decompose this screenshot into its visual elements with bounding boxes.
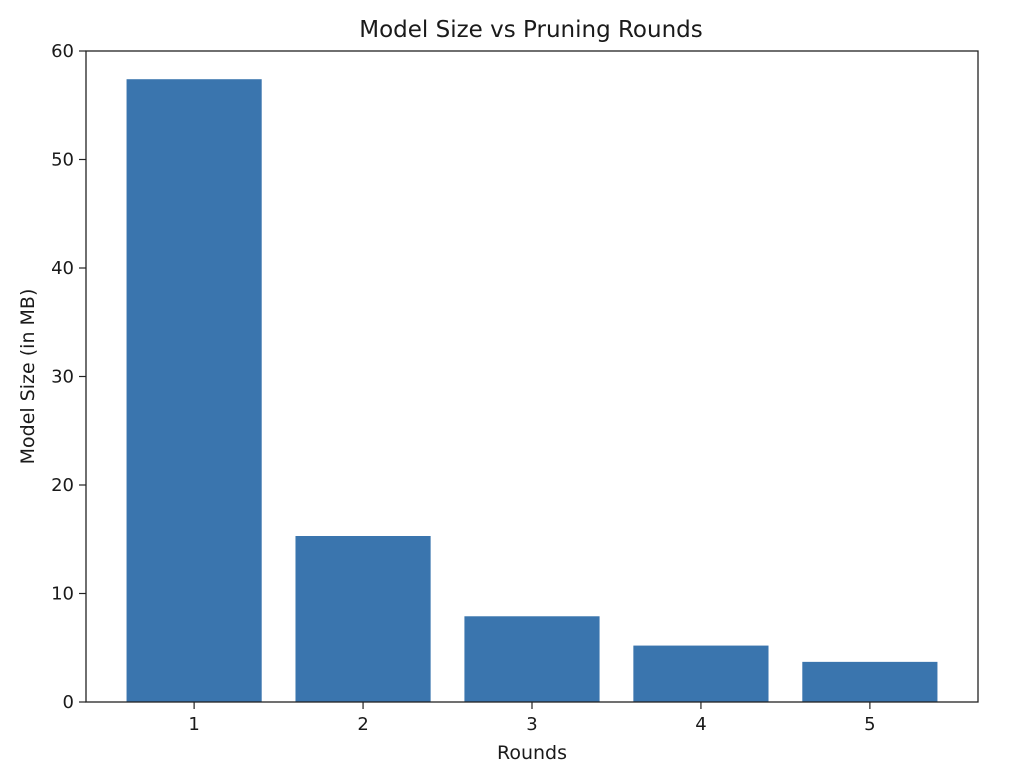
x-tick-label: 1 (188, 714, 199, 735)
bar-4 (633, 645, 769, 702)
x-axis-label: Rounds (497, 742, 567, 764)
bar-1 (126, 79, 262, 702)
x-tick-label: 5 (864, 714, 875, 735)
y-tick-label: 50 (51, 150, 74, 171)
y-axis-label: Model Size (in MB) (17, 289, 39, 465)
bar-3 (464, 616, 600, 702)
bars-group (126, 79, 938, 702)
x-tick-label: 2 (357, 714, 368, 735)
y-tick-label: 0 (63, 692, 74, 713)
y-axis-ticks: 0 10 20 30 40 50 60 (51, 41, 86, 713)
plot-frame (85, 50, 979, 703)
y-tick-label: 20 (51, 475, 74, 496)
y-tick-label: 30 (51, 367, 74, 388)
x-tick-label: 4 (695, 714, 706, 735)
chart-title: Model Size vs Pruning Rounds (359, 17, 703, 43)
y-tick-label: 40 (51, 258, 74, 279)
bar-2 (295, 536, 431, 702)
y-tick-label: 10 (51, 584, 74, 605)
x-tick-label: 3 (526, 714, 537, 735)
y-tick-label: 60 (51, 41, 74, 62)
bar-5 (802, 661, 938, 702)
x-axis-ticks: 1 2 3 4 5 (188, 702, 876, 735)
